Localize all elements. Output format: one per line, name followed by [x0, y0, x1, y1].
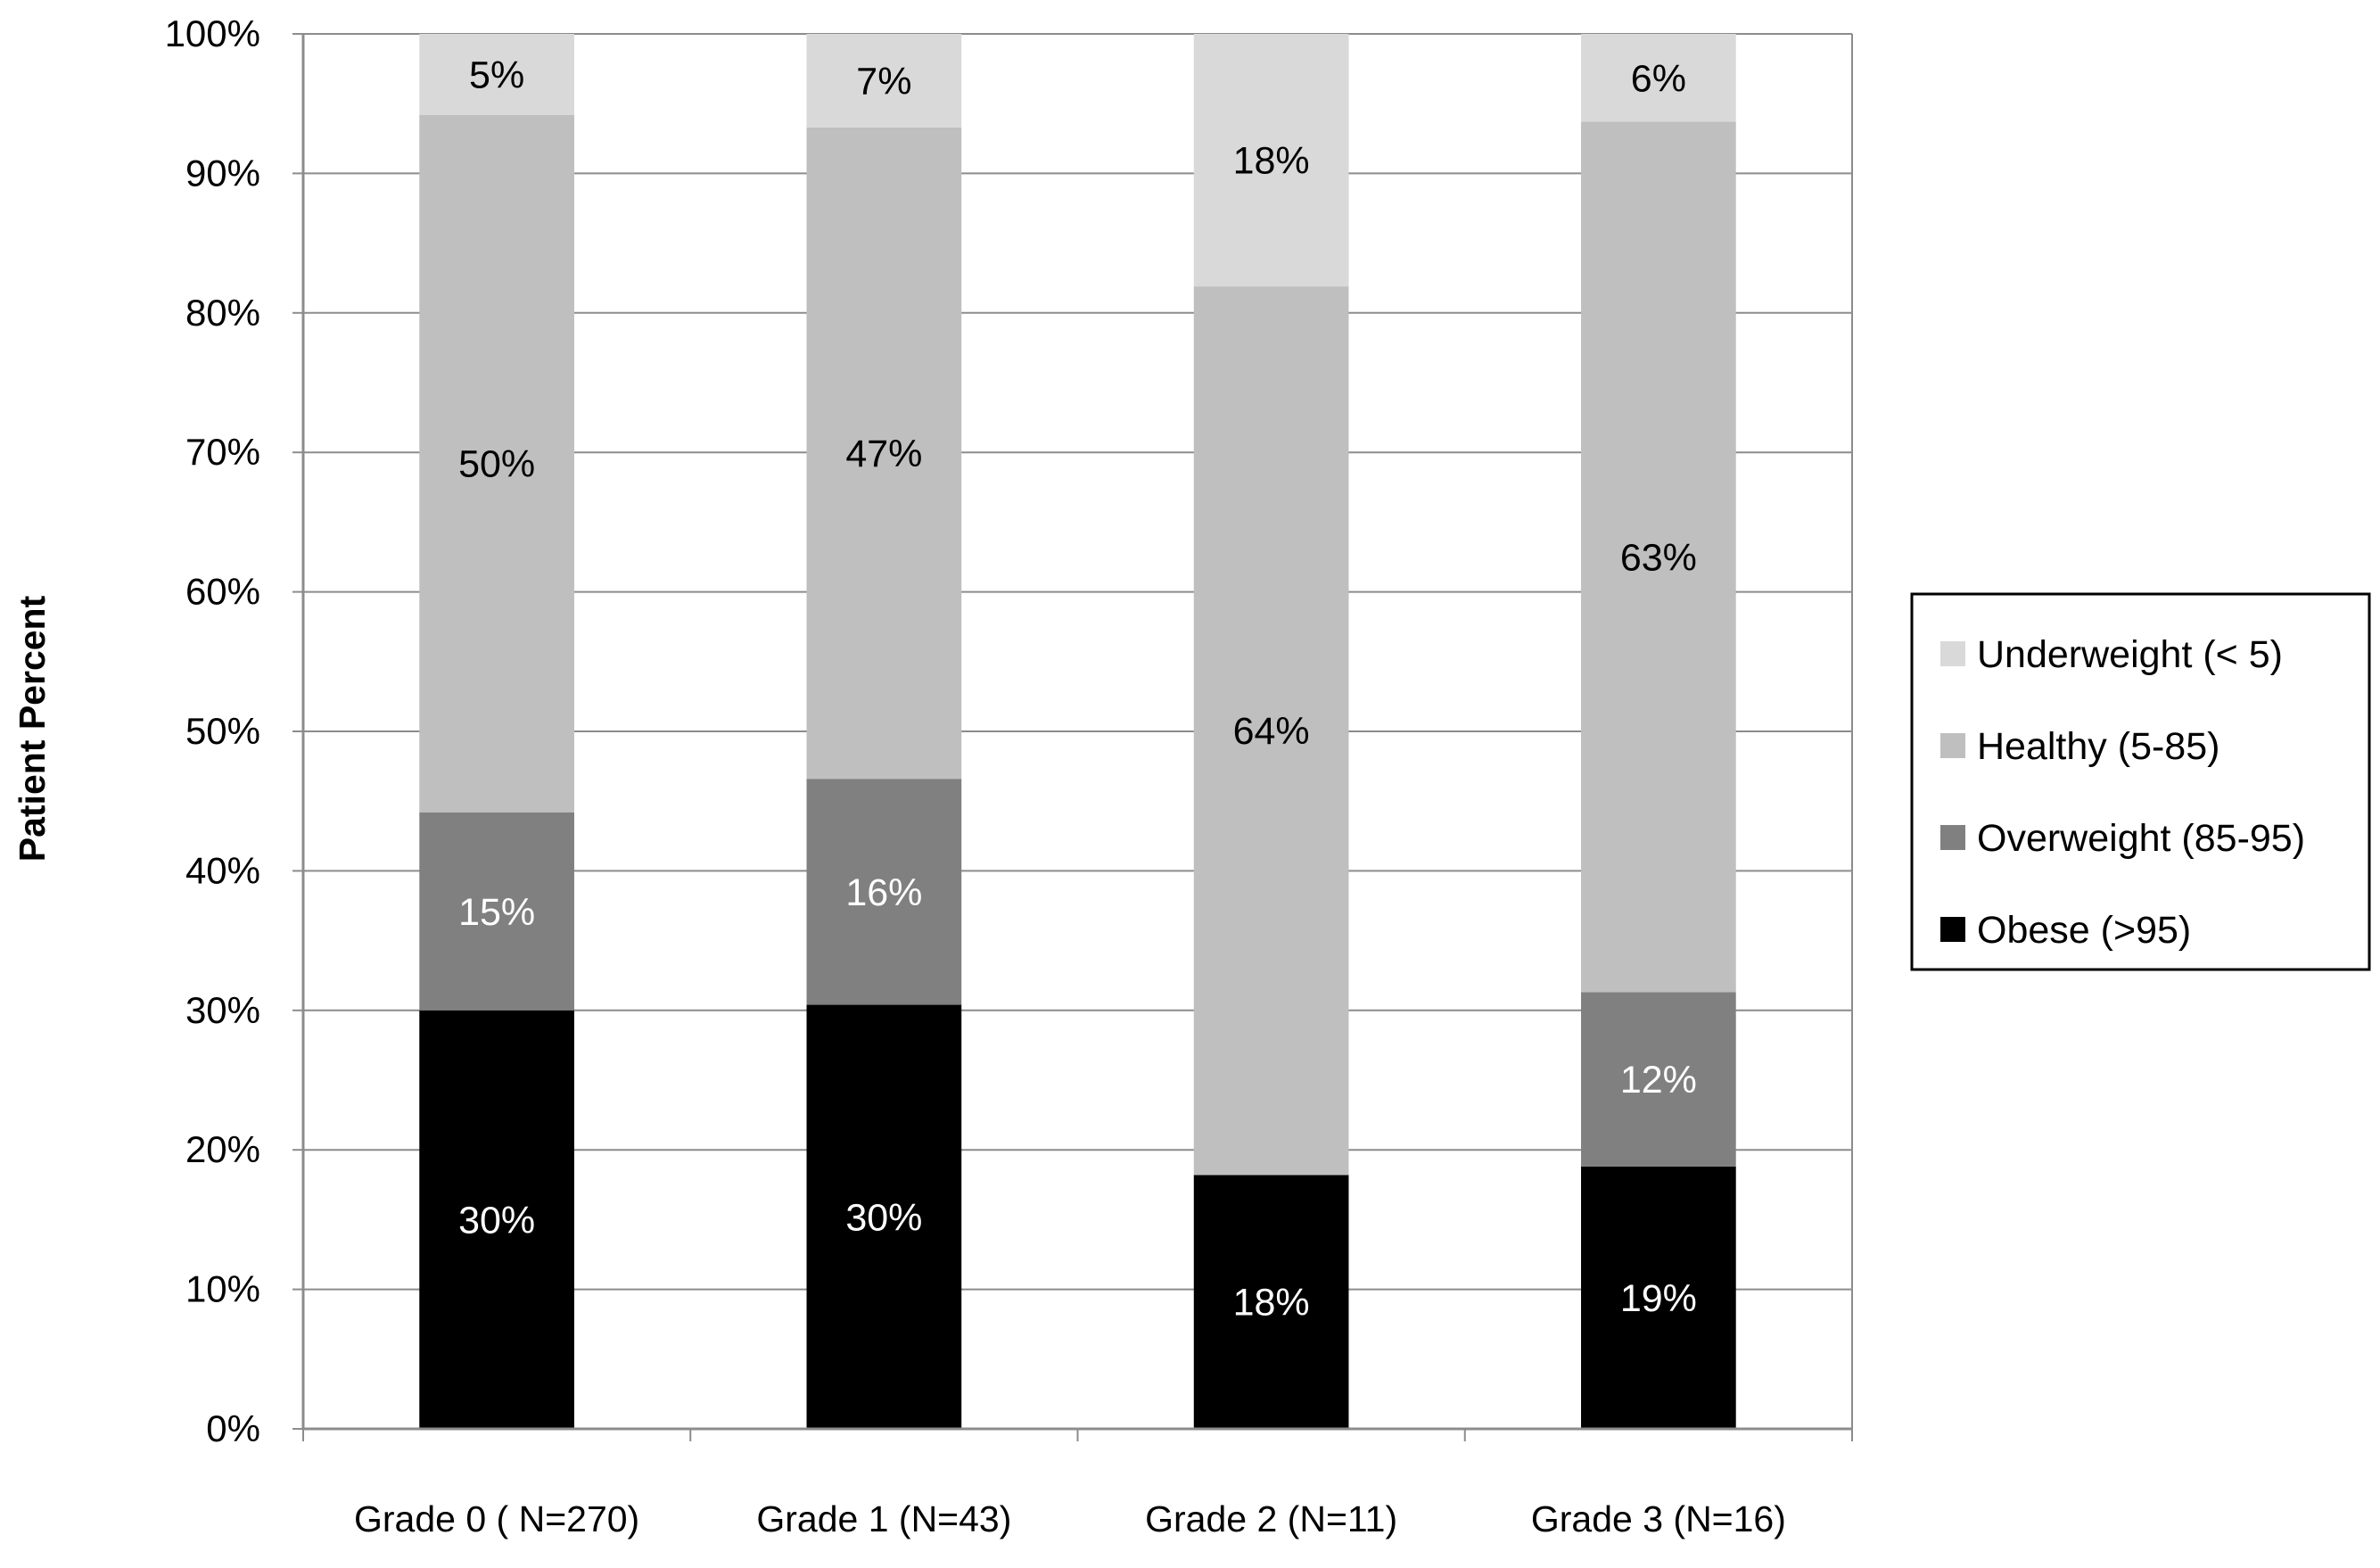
bar-segment: [1581, 992, 1736, 1167]
y-tick-label: 50%: [185, 710, 260, 752]
bar-value-label: 18%: [1233, 1282, 1310, 1325]
bar-segment: [806, 127, 962, 780]
legend-swatch: [1940, 917, 1965, 942]
bar-segment: [1581, 1166, 1736, 1429]
bar-segment: [419, 812, 574, 1011]
legend-label: Obese (>95): [1977, 909, 2191, 952]
legend-label: Overweight (85-95): [1977, 817, 2305, 860]
bar-segment: [1193, 1175, 1349, 1429]
bars: [419, 34, 1736, 1429]
bar-value-label: 19%: [1620, 1277, 1697, 1320]
x-category-label: Grade 3 (N=16): [1531, 1498, 1786, 1539]
bar-value-label: 18%: [1233, 140, 1310, 183]
y-tick-label: 60%: [185, 571, 260, 613]
y-tick-label: 20%: [185, 1128, 260, 1170]
legend-label: Underweight (< 5): [1977, 633, 2283, 676]
legend: Underweight (< 5) Healthy (5-85) Overweigh…: [1910, 592, 2371, 971]
x-category-label: Grade 0 ( N=270): [354, 1498, 639, 1539]
y-axis-title: Patient Percent: [12, 595, 53, 862]
legend-swatch: [1940, 641, 1965, 666]
bar-value-label: 30%: [458, 1199, 535, 1242]
bar-value-label: 50%: [458, 443, 535, 486]
bar-value-label: 30%: [845, 1196, 922, 1239]
y-tick-label: 0%: [206, 1407, 260, 1449]
y-tick-label: 10%: [185, 1268, 260, 1310]
bar-value-label: 64%: [1233, 710, 1310, 753]
bar-segment: [806, 779, 962, 1005]
bar-value-label: 15%: [458, 891, 535, 934]
y-tick-label: 90%: [185, 152, 260, 194]
bar-segment: [419, 34, 574, 115]
legend-box: [1910, 592, 2371, 971]
bar-segment: [419, 114, 574, 813]
y-tick-label: 40%: [185, 849, 260, 891]
y-tick-label: 100%: [165, 12, 260, 54]
bar-segment: [806, 34, 962, 128]
bar-value-label: 6%: [1631, 57, 1686, 100]
bar-segment: [806, 1004, 962, 1429]
x-category-label: Grade 1 (N=43): [756, 1498, 1011, 1539]
bar-value-label: 12%: [1620, 1059, 1697, 1102]
bar-value-label: 7%: [856, 60, 911, 103]
legend-swatch: [1940, 825, 1965, 850]
legend-swatch: [1940, 733, 1965, 758]
y-tick-label: 70%: [185, 431, 260, 473]
bar-value-label: 47%: [845, 433, 922, 475]
bar-value-label: 5%: [469, 54, 524, 96]
y-tick-label: 30%: [185, 989, 260, 1031]
bar-segment: [419, 1010, 574, 1429]
y-tick-label: 80%: [185, 292, 260, 334]
bar-value-label: 63%: [1620, 537, 1697, 580]
bar-segment: [1193, 34, 1349, 287]
x-category-label: Grade 2 (N=11): [1145, 1498, 1397, 1539]
legend-label: Healthy (5-85): [1977, 725, 2219, 768]
bar-segment: [1581, 34, 1736, 122]
data-labels: 30% 15% 50% 5% 30% 16% 47% 7% 18% 64% 18% 19% 12% 63%…: [458, 54, 1697, 1324]
bar-value-label: 16%: [845, 871, 922, 914]
bar-segment: [1581, 121, 1736, 993]
axes: 0% 10% 20% 30% 40% 50% 60% 70% 80% 90% 100% Grade 0…: [165, 12, 1853, 1539]
bar-segment: [1193, 286, 1349, 1176]
